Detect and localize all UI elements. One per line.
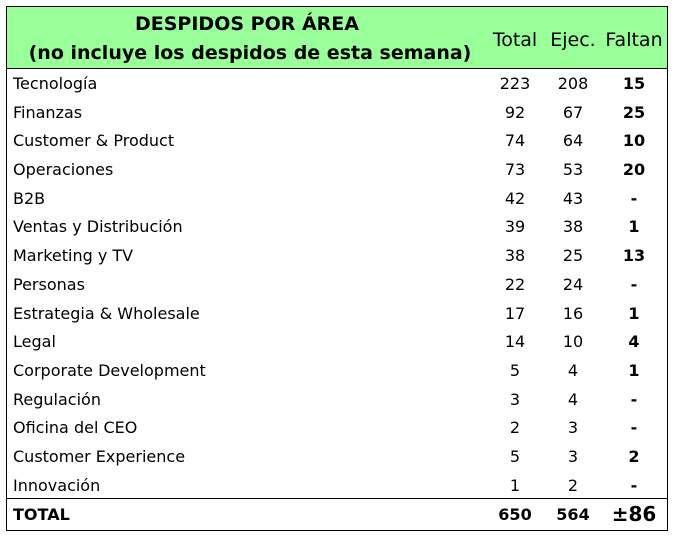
total-ejec: 564 [556, 505, 590, 524]
faltan-cell: 13 [622, 246, 646, 266]
area-cell: Marketing y TV [13, 246, 134, 266]
total-row: TOTAL 650 564 ±86 [7, 498, 667, 530]
area-cell: Legal [13, 332, 56, 352]
faltan-cell: 15 [622, 74, 646, 93]
total-cell: 38 [504, 246, 526, 266]
layoffs-table: DESPIDOS POR ÁREA (no incluye los despid… [6, 6, 668, 531]
total-cell: 22 [504, 274, 526, 294]
total-faltan: ±86 [611, 502, 657, 526]
column-header-total: Total [492, 29, 538, 51]
table-header: DESPIDOS POR ÁREA (no incluye los despid… [7, 7, 667, 69]
ejec-cell: 4 [567, 360, 579, 380]
table-row: Corporate Development 5 4 1 [7, 356, 667, 385]
ejec-cell: 208 [557, 74, 589, 93]
faltan-cell: 1 [628, 217, 640, 237]
table-row: Customer & Product 74 64 10 [7, 126, 667, 155]
total-cell: 1 [509, 475, 521, 495]
faltan-cell: - [630, 188, 638, 208]
column-header-faltan: Faltan [605, 29, 663, 51]
ejec-cell: 2 [567, 475, 579, 495]
total-cell: 5 [509, 446, 521, 466]
total-cell: 14 [504, 332, 526, 352]
ejec-cell: 3 [567, 446, 579, 466]
table-body: Tecnología 223 208 15 Finanzas 92 67 25 Customer… [7, 69, 667, 499]
area-cell: Ventas y Distribución [13, 217, 183, 237]
faltan-cell: 4 [628, 332, 640, 352]
area-cell: Customer & Product [13, 131, 175, 151]
area-cell: Tecnología [13, 74, 98, 93]
table-row: Marketing y TV 38 25 13 [7, 241, 667, 270]
table-row: Operaciones 73 53 20 [7, 155, 667, 184]
faltan-cell: 1 [628, 303, 640, 323]
area-cell: Corporate Development [13, 360, 206, 380]
area-cell: Customer Experience [13, 446, 186, 466]
table-row: Personas 22 24 - [7, 270, 667, 299]
total-cell: 5 [509, 360, 521, 380]
ejec-cell: 53 [562, 160, 584, 180]
ejec-cell: 10 [562, 332, 584, 352]
total-cell: 17 [504, 303, 526, 323]
total-cell: 2 [509, 418, 521, 438]
faltan-cell: - [630, 418, 638, 438]
faltan-cell: 1 [628, 360, 640, 380]
table-row: Tecnología 223 208 15 [7, 69, 667, 98]
total-cell: 92 [504, 102, 526, 122]
total-cell: 74 [504, 131, 526, 151]
total-cell: 73 [504, 160, 526, 180]
total-value: 650 [498, 505, 532, 524]
table-row: Customer Experience 5 3 2 [7, 442, 667, 471]
ejec-cell: 43 [562, 188, 584, 208]
ejec-cell: 67 [562, 102, 584, 122]
area-cell: Operaciones [13, 160, 114, 180]
faltan-cell: 20 [622, 160, 646, 180]
ejec-cell: 24 [562, 274, 584, 294]
table-title: DESPIDOS POR ÁREA [135, 13, 359, 35]
table-subtitle: (no incluye los despidos de esta semana) [28, 42, 472, 64]
table-row: Estrategia & Wholesale 17 16 1 [7, 299, 667, 328]
ejec-cell: 38 [562, 217, 584, 237]
area-cell: Regulación [13, 389, 101, 409]
column-header-ejec: Ejec. [550, 29, 596, 51]
area-cell: Innovación [13, 475, 101, 495]
table-row: Regulación 3 4 - [7, 385, 667, 414]
faltan-cell: 25 [622, 102, 646, 122]
faltan-cell: 2 [628, 446, 640, 466]
ejec-cell: 64 [562, 131, 584, 151]
ejec-cell: 25 [562, 246, 584, 266]
table-row: B2B 42 43 - [7, 184, 667, 213]
faltan-cell: 10 [622, 131, 646, 151]
table-row: Innovación 1 2 - [7, 471, 667, 500]
area-cell: Finanzas [13, 102, 83, 122]
table-row: Finanzas 92 67 25 [7, 98, 667, 127]
total-cell: 223 [499, 74, 531, 93]
ejec-cell: 16 [562, 303, 584, 323]
area-cell: Oficina del CEO [13, 418, 138, 438]
table-row: Legal 14 10 4 [7, 327, 667, 356]
table-row: Ventas y Distribución 39 38 1 [7, 212, 667, 241]
total-label: TOTAL [13, 505, 70, 524]
ejec-cell: 3 [567, 418, 579, 438]
faltan-cell: - [630, 389, 638, 409]
total-cell: 42 [504, 188, 526, 208]
faltan-cell: - [630, 274, 638, 294]
total-cell: 3 [509, 389, 521, 409]
faltan-cell: - [630, 475, 638, 495]
ejec-cell: 4 [567, 389, 579, 409]
area-cell: Estrategia & Wholesale [13, 303, 200, 323]
area-cell: B2B [13, 188, 46, 208]
table-row: Oficina del CEO 2 3 - [7, 413, 667, 442]
area-cell: Personas [13, 274, 85, 294]
total-cell: 39 [504, 217, 526, 237]
